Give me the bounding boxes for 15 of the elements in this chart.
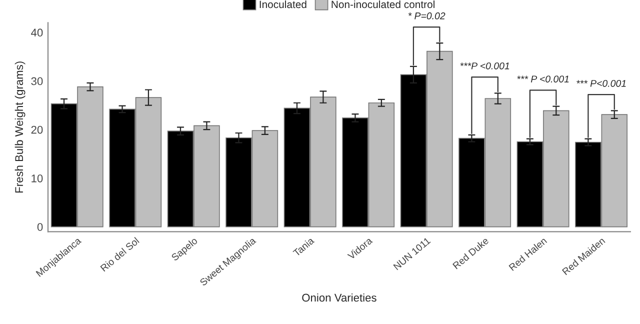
- legend-label: Non-inoculated control: [332, 0, 434, 8]
- x-tick-label: Rio del Sol: [100, 236, 140, 272]
- annotation: *** P <0.001: [517, 76, 569, 82]
- y-tick-label: 10: [32, 174, 43, 182]
- x-axis-title: Onion Varieties: [302, 293, 376, 302]
- y-tick-label: 0: [37, 223, 43, 231]
- y-tick-label: 30: [31, 77, 43, 86]
- annotation: *** P<0.001: [576, 80, 626, 87]
- y-tick-label: 40: [31, 28, 43, 37]
- legend-label: Inoculated: [260, 0, 306, 8]
- x-tick-label: Tania: [292, 236, 315, 257]
- annotation: ***P <0.001: [460, 62, 510, 70]
- y-axis-title: Fresh Bulb Weight (grams): [14, 62, 26, 193]
- y-tick-label: 20: [31, 126, 43, 134]
- text: * P=0.02: [408, 12, 446, 20]
